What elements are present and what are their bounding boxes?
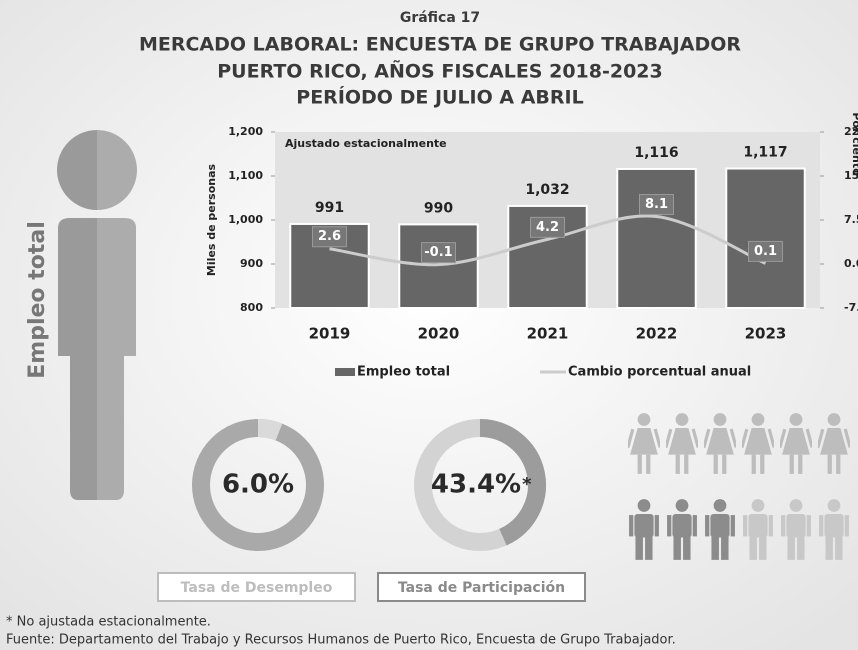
source: Fuente: Departamento del Trabajo y Recur… xyxy=(6,633,676,648)
x-tick-label: 2023 xyxy=(745,325,787,343)
legend-label: Empleo total xyxy=(357,365,450,380)
bar xyxy=(726,169,804,308)
legend-swatch xyxy=(335,368,355,376)
x-tick-label: 2022 xyxy=(636,325,678,343)
x-tick-label: 2020 xyxy=(418,325,460,343)
y2-tick-label: 22.5 xyxy=(844,125,858,138)
value-label: 1,032 xyxy=(525,182,569,198)
side-label: Empleo total xyxy=(25,221,50,378)
title-line: MERCADO LABORAL: ENCUESTA DE GRUPO TRABA… xyxy=(139,34,741,56)
y-tick-label: 1,200 xyxy=(228,125,263,138)
x-tick-label: 2019 xyxy=(309,325,351,343)
y-axis-title: Miles de personas xyxy=(205,163,218,276)
bar xyxy=(617,169,695,308)
y-tick-label: 1,000 xyxy=(228,213,263,226)
y-tick-label: 1,100 xyxy=(228,169,263,182)
value-label: 990 xyxy=(424,200,453,216)
pie-title: Tasa de Desempleo xyxy=(181,580,333,596)
legend-label: Cambio porcentual anual xyxy=(568,365,751,380)
value-label: -0.1 xyxy=(424,245,452,260)
chart-label: Gráfica 17 xyxy=(400,10,480,26)
donut-value: 6.0% xyxy=(222,470,294,500)
y2-tick-label: 7.5 xyxy=(844,213,858,226)
donut-segment xyxy=(258,428,279,432)
x-tick-label: 2021 xyxy=(527,325,569,343)
y-tick-label: 800 xyxy=(240,301,263,314)
bar xyxy=(399,224,477,308)
annotation: Ajustado estacionalmente xyxy=(285,137,447,150)
y-tick-label: 900 xyxy=(240,257,263,270)
y2-tick-label: -7.5 xyxy=(844,301,858,314)
y2-axis-title: Por ciento xyxy=(850,112,858,176)
footnote: * No ajustada estacionalmente. xyxy=(6,615,211,630)
title-line: PERÍODO DE JULIO A ABRIL xyxy=(296,86,583,109)
value-label: 8.1 xyxy=(645,197,668,212)
value-label: 1,117 xyxy=(743,145,787,161)
y2-tick-label: 0.0 xyxy=(844,257,858,270)
value-label: 991 xyxy=(315,200,344,216)
pie-title: Tasa de Participación xyxy=(398,580,565,596)
title-line: PUERTO RICO, AÑOS FISCALES 2018-2023 xyxy=(217,59,663,83)
donut-value: 43.4% xyxy=(431,470,521,500)
value-label: 4.2 xyxy=(536,220,559,235)
infographic: Gráfica 17 MERCADO LABORAL: ENCUESTA DE … xyxy=(0,0,858,650)
value-label: 0.1 xyxy=(754,244,777,259)
footnote-mark: * xyxy=(522,474,532,495)
value-label: 2.6 xyxy=(318,229,341,244)
value-label: 1,116 xyxy=(634,145,678,161)
y2-tick-label: 15.0 xyxy=(844,169,858,182)
